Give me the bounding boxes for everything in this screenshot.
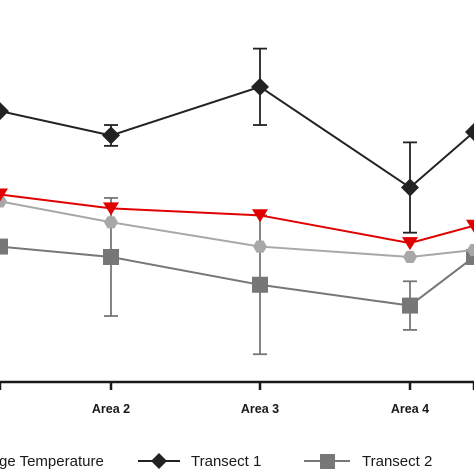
x-tick-label: Area 3 <box>241 402 279 416</box>
legend-item-average-temperature: ge Temperature <box>0 453 104 470</box>
square-marker <box>103 248 119 265</box>
series-unlabeled-2 <box>0 195 474 264</box>
legend: ge Temperature Transect 1 Transect 2 <box>0 453 432 470</box>
hexagon-marker <box>403 250 417 264</box>
series-transect-1 <box>0 47 474 234</box>
legend-square-marker <box>320 454 335 469</box>
diamond-marker <box>102 126 120 145</box>
legend-label-transect-2: Transect 2 <box>362 453 432 470</box>
legend-item-transect-2: Transect 2 <box>304 453 432 470</box>
triangle-marker <box>252 209 268 223</box>
square-marker <box>252 276 268 293</box>
series-line <box>0 193 474 245</box>
square-marker <box>466 248 474 265</box>
diamond-marker <box>401 178 419 197</box>
diamond-marker <box>0 102 9 121</box>
diamond-marker <box>465 122 474 141</box>
series-line <box>0 200 474 258</box>
square-marker <box>402 297 418 314</box>
hexagon-marker <box>253 240 267 253</box>
series-average-temperature <box>0 188 474 251</box>
series-line <box>0 245 474 307</box>
hexagon-marker <box>104 216 118 229</box>
triangle-marker <box>466 219 474 233</box>
square-marker <box>0 238 8 255</box>
x-axis-ticks: Area 2 Area 3 Area 4 <box>0 382 474 416</box>
x-tick-label: Area 4 <box>391 402 429 416</box>
series-layer <box>0 47 474 356</box>
legend-diamond-marker <box>151 453 167 469</box>
legend-label-transect-1: Transect 1 <box>191 453 261 470</box>
hexagon-marker <box>467 243 474 257</box>
legend-item-transect-1: Transect 1 <box>138 453 261 470</box>
triangle-marker <box>103 202 119 216</box>
x-axis: Area 2 Area 3 Area 4 <box>0 380 474 416</box>
x-tick-label: Area 2 <box>92 402 130 416</box>
series-line <box>0 85 474 189</box>
triangle-marker <box>402 237 418 251</box>
diamond-marker <box>251 77 269 96</box>
series-transect-2 <box>0 197 474 356</box>
triangle-marker <box>0 188 8 202</box>
legend-label-average-temperature: ge Temperature <box>0 453 104 470</box>
